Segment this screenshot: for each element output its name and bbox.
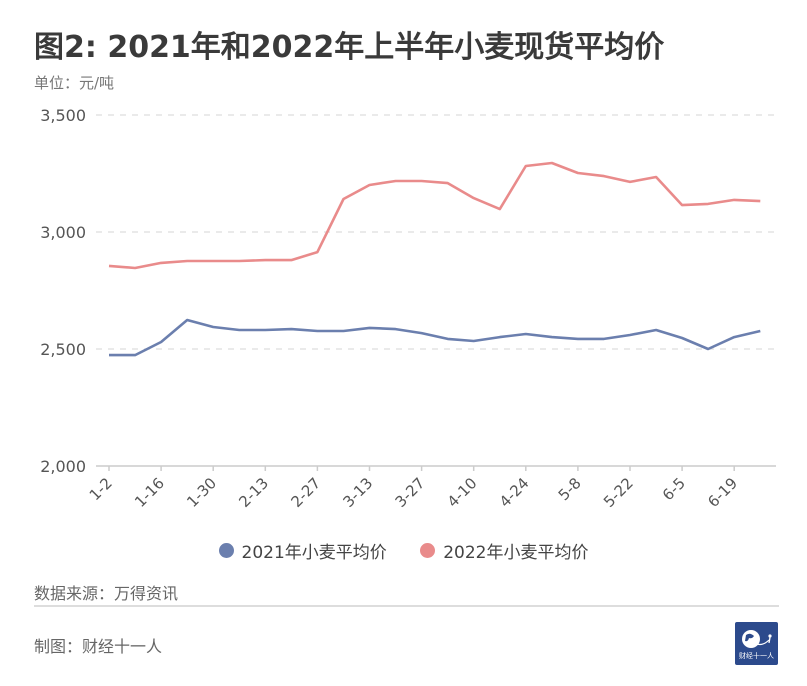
legend: 2021年小麦平均价 2022年小麦平均价	[0, 538, 807, 563]
legend-label-2021: 2021年小麦平均价	[241, 543, 387, 563]
y-tick-label: 2,500	[40, 340, 86, 359]
x-tick-label: 4-24	[496, 474, 533, 511]
x-tick-label: 5-22	[600, 474, 637, 511]
x-tick-label: 2-27	[287, 474, 324, 511]
brand-logo: 财经十一人	[735, 622, 778, 665]
legend-dot-2022-icon	[420, 543, 436, 558]
logo-text: 财经十一人	[739, 652, 774, 660]
globe-icon	[742, 630, 772, 648]
divider	[34, 605, 779, 607]
x-tick-label: 5-8	[555, 474, 585, 504]
x-tick-label: 1-16	[131, 474, 168, 511]
x-tick-label: 4-10	[444, 474, 481, 511]
unit-label: 单位：元/吨	[34, 74, 115, 92]
y-tick-label: 3,000	[40, 223, 86, 242]
legend-label-2022: 2022年小麦平均价	[443, 543, 589, 563]
x-tick-label: 3-13	[340, 474, 377, 511]
chart-credit: 制图：财经十一人	[34, 637, 163, 656]
x-tick-label: 1-30	[183, 474, 220, 511]
legend-dot-2021-icon	[218, 543, 234, 558]
x-tick-label: 6-5	[659, 474, 689, 504]
x-tick-label: 3-27	[392, 474, 429, 511]
x-tick-label: 6-19	[704, 474, 741, 511]
chart-title: 图2: 2021年和2022年上半年小麦现货平均价	[34, 30, 665, 65]
y-tick-label: 2,000	[40, 457, 86, 476]
data-source: 数据来源：万得资讯	[34, 584, 179, 603]
y-tick-label: 3,500	[40, 106, 86, 125]
legend-item-2022: 2022年小麦平均价	[420, 538, 588, 563]
line-chart: 2,000 2,500 3,000 3,500 1-2 1-16 1-30 2-13 2-27 3…	[40, 106, 776, 511]
legend-item-2021: 2021年小麦平均价	[218, 538, 387, 563]
series-line-0	[109, 318, 761, 357]
x-tick-label: 2-13	[235, 474, 272, 511]
x-tick-label: 1-2	[86, 474, 116, 504]
series-line-1	[108, 161, 761, 270]
